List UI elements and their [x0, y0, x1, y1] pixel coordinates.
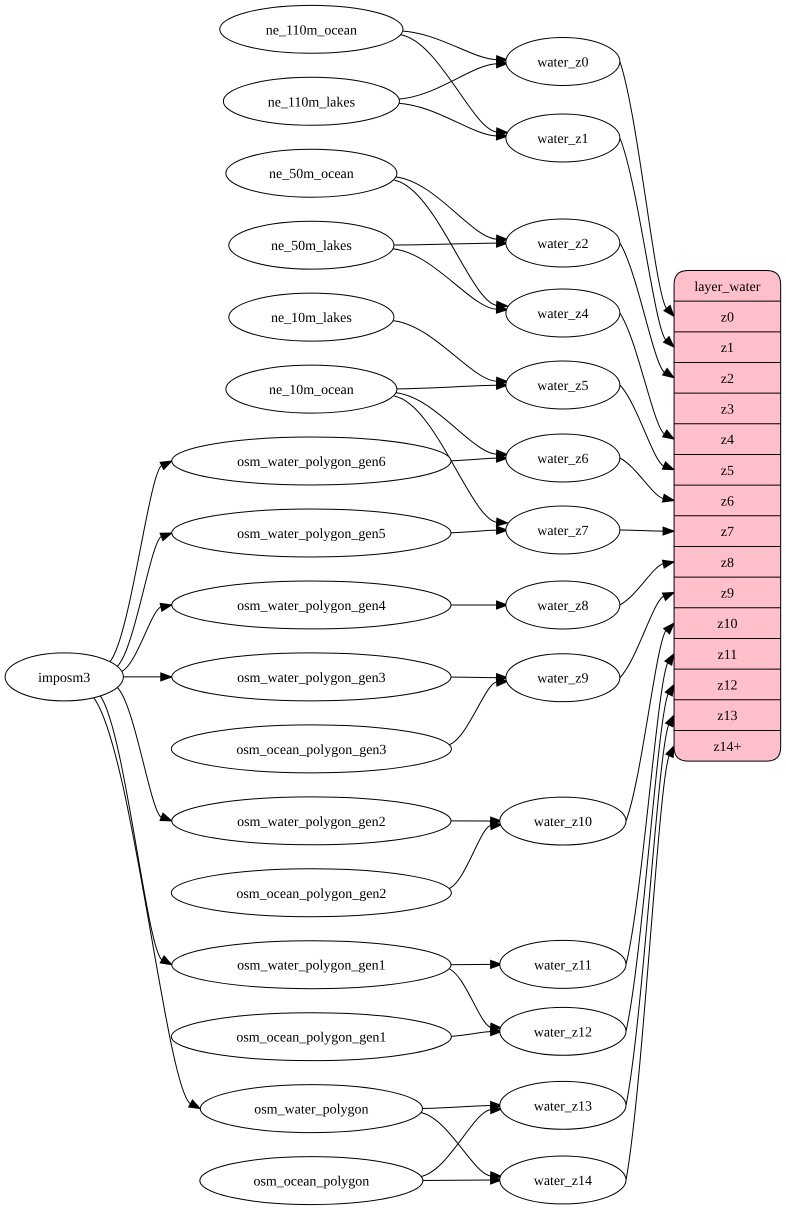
svg-text:z2: z2 [721, 372, 734, 387]
svg-text:water_z8: water_z8 [537, 599, 588, 614]
svg-text:water_z12: water_z12 [534, 1025, 592, 1040]
svg-text:water_z4: water_z4 [537, 307, 588, 322]
svg-text:z1: z1 [721, 341, 734, 356]
svg-text:osm_water_polygon: osm_water_polygon [254, 1103, 368, 1118]
svg-text:water_z14: water_z14 [534, 1174, 592, 1189]
svg-text:osm_water_polygon_gen1: osm_water_polygon_gen1 [237, 959, 386, 974]
svg-text:osm_water_polygon_gen2: osm_water_polygon_gen2 [237, 815, 386, 830]
svg-text:ne_110m_lakes: ne_110m_lakes [268, 95, 355, 110]
svg-text:ne_110m_ocean: ne_110m_ocean [266, 23, 357, 38]
svg-text:water_z13: water_z13 [534, 1099, 592, 1114]
svg-text:osm_water_polygon_gen4: osm_water_polygon_gen4 [237, 599, 386, 614]
svg-text:water_z6: water_z6 [537, 452, 588, 467]
svg-text:z5: z5 [721, 464, 734, 479]
svg-text:z3: z3 [721, 402, 734, 417]
svg-text:z0: z0 [721, 310, 734, 325]
svg-text:z13: z13 [717, 709, 737, 724]
svg-text:z9: z9 [721, 586, 734, 601]
svg-text:z7: z7 [721, 525, 734, 540]
svg-text:ne_10m_lakes: ne_10m_lakes [271, 311, 352, 326]
svg-text:osm_water_polygon_gen5: osm_water_polygon_gen5 [237, 527, 386, 542]
svg-text:z12: z12 [717, 678, 737, 693]
svg-text:water_z5: water_z5 [537, 379, 588, 394]
svg-text:water_z9: water_z9 [537, 672, 588, 687]
svg-text:osm_ocean_polygon_gen3: osm_ocean_polygon_gen3 [236, 743, 386, 758]
svg-text:z11: z11 [718, 648, 738, 663]
svg-text:ne_50m_lakes: ne_50m_lakes [271, 239, 352, 254]
svg-text:osm_ocean_polygon: osm_ocean_polygon [253, 1175, 369, 1190]
svg-text:water_z10: water_z10 [534, 815, 592, 830]
svg-text:osm_water_polygon_gen3: osm_water_polygon_gen3 [237, 671, 386, 686]
svg-text:z10: z10 [717, 617, 737, 632]
svg-text:z8: z8 [721, 556, 734, 571]
svg-text:water_z1: water_z1 [537, 132, 588, 147]
svg-text:osm_water_polygon_gen6: osm_water_polygon_gen6 [237, 455, 386, 470]
svg-text:water_z7: water_z7 [537, 524, 588, 539]
svg-text:z6: z6 [721, 494, 734, 509]
svg-text:z14+: z14+ [713, 740, 741, 755]
svg-text:ne_10m_ocean: ne_10m_ocean [269, 383, 354, 398]
svg-text:water_z0: water_z0 [537, 56, 588, 71]
svg-text:z4: z4 [721, 433, 734, 448]
svg-text:ne_50m_ocean: ne_50m_ocean [269, 167, 354, 182]
svg-text:water_z2: water_z2 [537, 237, 588, 252]
svg-text:imposm3: imposm3 [38, 671, 90, 686]
svg-text:layer_water: layer_water [694, 280, 760, 295]
svg-text:water_z11: water_z11 [534, 958, 592, 973]
svg-text:osm_ocean_polygon_gen2: osm_ocean_polygon_gen2 [236, 887, 386, 902]
svg-text:osm_ocean_polygon_gen1: osm_ocean_polygon_gen1 [236, 1031, 386, 1046]
